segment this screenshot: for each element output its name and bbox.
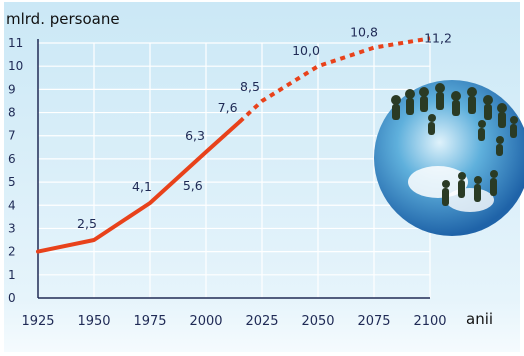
y-tick-label: 5	[8, 175, 16, 189]
data-label: 5,6	[183, 178, 203, 193]
tick-labels: 0 1 2 3 4 5 6 7 8 9 10 11 1925 1950 1975 2000 2025 2050 20…	[8, 36, 447, 329]
x-tick-label: 1925	[21, 314, 54, 329]
data-label: 2,5	[77, 216, 97, 231]
y-tick-label: 6	[8, 152, 16, 166]
globe-illustration	[374, 80, 524, 236]
data-label: 6,3	[185, 128, 205, 143]
x-tick-label: 2000	[189, 314, 222, 329]
x-tick-label: 2100	[413, 314, 446, 329]
x-tick-label: 2050	[301, 314, 334, 329]
data-label: 4,1	[132, 179, 152, 194]
x-tick-label: 2075	[357, 314, 390, 329]
data-labels: 2,5 4,1 5,6 6,3 7,68,5 10,0 10,8 11,2	[77, 25, 452, 231]
y-tick-label: 8	[8, 106, 16, 120]
data-label: 10,0	[292, 43, 320, 58]
people-icon	[391, 83, 518, 206]
axes	[37, 39, 430, 299]
cloud-icon	[408, 166, 468, 198]
y-tick-label: 4	[8, 198, 16, 212]
data-label: 8,5	[240, 79, 260, 94]
x-axis-label: anii	[466, 310, 493, 328]
y-tick-label: 1	[8, 268, 16, 282]
y-tick-label: 2	[8, 245, 16, 259]
x-tick-label: 2025	[245, 314, 278, 329]
x-tick-label: 1950	[77, 314, 110, 329]
y-tick-label: 10	[8, 59, 23, 73]
data-label: 11,2	[424, 30, 452, 45]
y-tick-label: 7	[8, 129, 16, 143]
series-line-historical	[36, 119, 242, 254]
y-tick-label: 3	[8, 221, 16, 235]
cloud-icon	[446, 188, 494, 212]
x-tick-label: 1975	[133, 314, 166, 329]
data-label: 10,8	[350, 25, 378, 40]
y-axis-label: mlrd. persoane	[6, 10, 120, 28]
data-label: 7,6	[218, 100, 238, 115]
grid	[37, 42, 431, 299]
y-tick-label: 9	[8, 82, 16, 96]
series-lines	[36, 36, 431, 254]
y-tick-label: 0	[8, 291, 16, 305]
series-line-projection	[238, 36, 431, 124]
y-tick-label: 11	[8, 36, 23, 50]
